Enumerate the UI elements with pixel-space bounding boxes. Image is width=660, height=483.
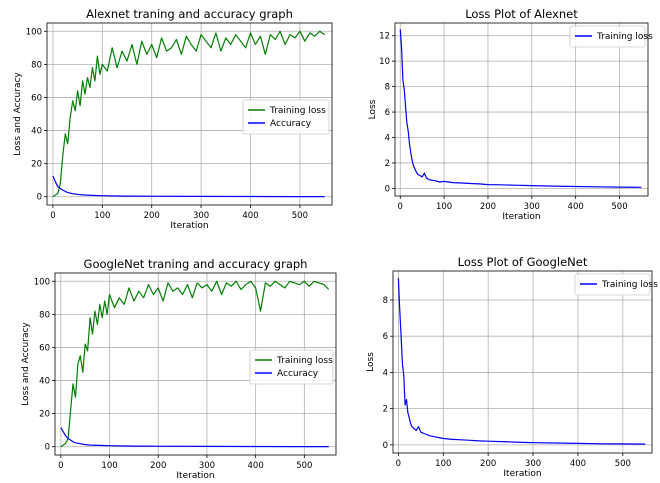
legend-label: Accuracy: [277, 369, 319, 379]
y-tick-label: 0: [37, 193, 42, 203]
x-tick-label: 200: [144, 211, 160, 221]
y-tick-label: 40: [31, 127, 42, 137]
y-tick-label: 100: [26, 27, 42, 37]
x-tick-label: 500: [611, 202, 627, 212]
y-tick-label: 40: [39, 377, 50, 387]
x-tick-label: 100: [101, 461, 117, 471]
y-tick-label: 6: [383, 332, 388, 342]
legend: Training loss Accuracy: [249, 349, 334, 385]
y-tick-label: 0: [383, 441, 388, 451]
x-tick-label: 0: [398, 202, 403, 212]
x-axis-label: Iteration: [170, 221, 208, 231]
x-tick-label: 100: [94, 211, 110, 221]
x-tick-label: 400: [242, 211, 258, 221]
legend: Training loss Accuracy: [242, 99, 330, 135]
y-tick-label: 0: [45, 443, 50, 453]
chart-title: Alexnet traning and accuracy graph: [86, 7, 293, 21]
chart-panel-2: 0 100 200 300 400 500 0 2 4 6 8 10 12 Loss Plot of Al…: [368, 7, 653, 222]
legend-label: Training loss: [601, 280, 658, 290]
plot-frame: [54, 272, 337, 456]
chart-title: GoogleNet traning and accuracy graph: [84, 257, 308, 271]
x-tick-label: 400: [570, 459, 586, 469]
x-tick-label: 500: [292, 211, 308, 221]
x-tick-label: 400: [248, 461, 264, 471]
x-tick-label: 300: [525, 459, 541, 469]
y-axis-label: Loss and Accuracy: [13, 72, 23, 156]
y-axis-label: Loss and Accuracy: [21, 322, 31, 406]
y-tick-label: 2: [383, 405, 388, 415]
legend-box: [242, 99, 330, 135]
x-axis-label: Iteration: [502, 212, 540, 222]
series-line-2: [52, 175, 325, 198]
x-axis-label: Iteration: [176, 471, 214, 481]
y-tick-label: 8: [383, 296, 388, 306]
legend: Training loss: [574, 273, 658, 296]
x-tick-label: 0: [58, 461, 63, 471]
chart-title: Loss Plot of GoogleNet: [458, 255, 588, 269]
x-tick-label: 300: [199, 461, 215, 471]
series-line-1: [60, 280, 330, 448]
y-tick-label: 10: [379, 57, 390, 67]
chart-panel-4: 0 100 200 300 400 500 0 2 4 6 8 Loss Plot of Google…: [366, 255, 658, 479]
y-tick-label: 60: [39, 343, 50, 353]
y-axis-label: Loss: [366, 352, 376, 372]
y-tick-label: 4: [383, 368, 388, 378]
x-axis-label: Iteration: [503, 469, 541, 479]
series-line-1: [399, 29, 642, 188]
x-tick-label: 0: [50, 211, 55, 221]
y-tick-label: 6: [385, 108, 390, 118]
legend-label: Training loss: [596, 32, 653, 42]
x-tick-label: 100: [435, 459, 451, 469]
y-tick-label: 12: [379, 32, 390, 42]
x-tick-label: 400: [568, 202, 584, 212]
x-tick-label: 200: [480, 459, 496, 469]
chart-title: Loss Plot of Alexnet: [465, 7, 578, 21]
series-line-1: [397, 278, 646, 445]
legend-label: Training loss: [276, 356, 333, 366]
plot-frame: [394, 22, 649, 197]
legend-box: [574, 273, 651, 296]
y-tick-label: 20: [31, 160, 42, 170]
x-tick-label: 200: [150, 461, 166, 471]
x-tick-label: 200: [480, 202, 496, 212]
plot-frame: [392, 270, 653, 454]
y-tick-label: 20: [39, 410, 50, 420]
x-tick-label: 500: [296, 461, 312, 471]
legend: Training loss: [569, 25, 653, 48]
y-tick-label: 4: [385, 133, 390, 143]
y-tick-label: 8: [385, 83, 390, 93]
legend-label: Accuracy: [270, 119, 312, 129]
chart-panel-3: 0 100 200 300 400 500 0 20 40 60 80 100 GoogleNet tr…: [21, 257, 337, 481]
y-tick-label: 2: [385, 159, 390, 169]
legend-box: [249, 349, 334, 385]
series-line-2: [60, 427, 329, 448]
plot-frame: [46, 22, 333, 206]
legend-label: Training loss: [269, 106, 326, 116]
y-tick-label: 0: [385, 184, 390, 194]
y-tick-label: 60: [31, 93, 42, 103]
x-tick-label: 500: [615, 459, 631, 469]
y-tick-label: 80: [31, 60, 42, 70]
chart-panel-1: 0 100 200 300 400 500 0 20 40 60 80 100 Alexnet tran…: [13, 7, 333, 231]
legend-box: [569, 25, 646, 48]
x-tick-label: 300: [524, 202, 540, 212]
x-tick-label: 300: [193, 211, 209, 221]
y-axis-label: Loss: [368, 99, 378, 119]
y-tick-label: 80: [39, 310, 50, 320]
x-tick-label: 100: [436, 202, 452, 212]
y-tick-label: 100: [34, 277, 50, 287]
x-tick-label: 0: [396, 459, 401, 469]
series-line-1: [52, 30, 325, 198]
